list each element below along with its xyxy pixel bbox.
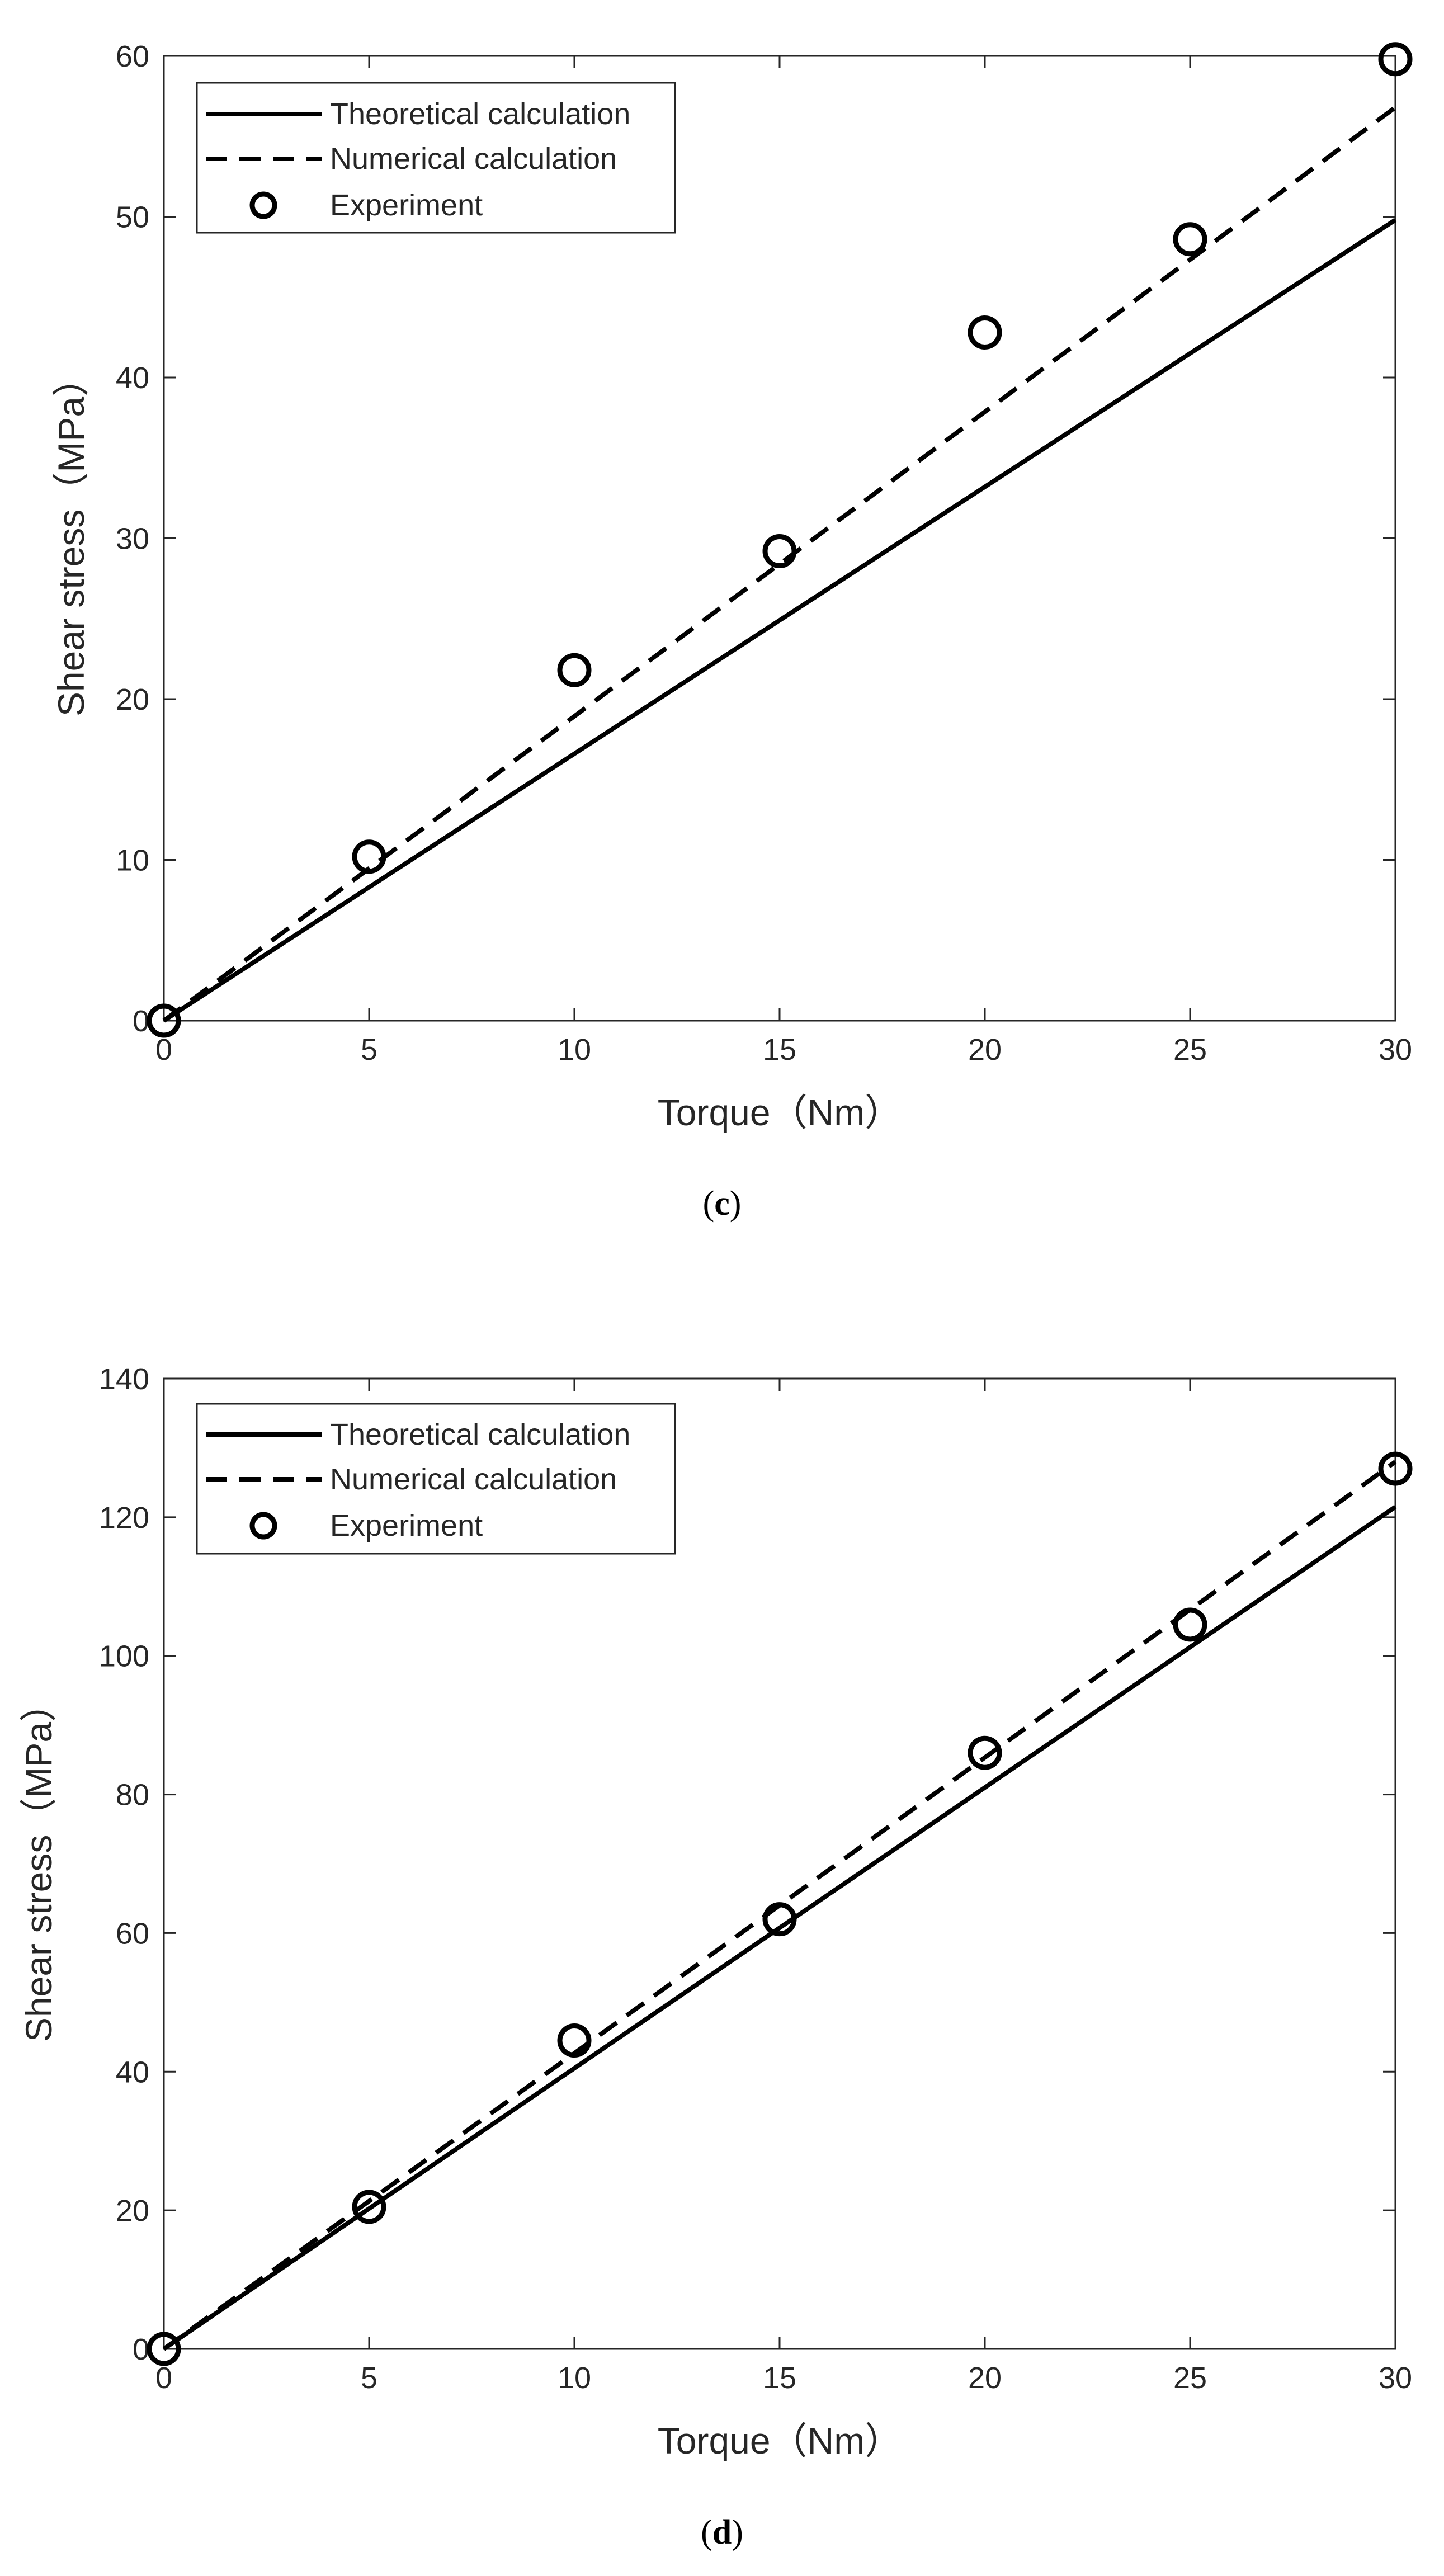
x-tick-labels: 0 5 10 15 20 25 30 xyxy=(155,2361,1412,2395)
experiment-marker xyxy=(968,315,1002,350)
x-tick-label: 5 xyxy=(361,1033,377,1067)
x-axis-title: Torque（Nm） xyxy=(658,1092,902,1133)
x-tick-label: 0 xyxy=(155,2361,172,2395)
y-tick-label: 40 xyxy=(116,2055,149,2089)
x-tick-label: 25 xyxy=(1173,1033,1207,1067)
legend-box xyxy=(196,1403,676,1555)
experiment-marker xyxy=(557,653,592,687)
x-axis-title: Torque（Nm） xyxy=(658,2420,902,2461)
legend-label-theoretical: Theoretical calculation xyxy=(330,1418,630,1451)
legend-label-theoretical: Theoretical calculation xyxy=(330,97,630,131)
legend-marker-sample xyxy=(249,1512,277,1540)
y-tick-label: 40 xyxy=(116,361,149,395)
experiment-marker xyxy=(352,2190,386,2224)
y-tick-label: 80 xyxy=(116,1778,149,1812)
experiment-marker xyxy=(968,1735,1002,1770)
experiment-marker xyxy=(762,1902,797,1937)
x-tick-label: 0 xyxy=(155,1033,172,1067)
legend-label-numerical: Numerical calculation xyxy=(330,1462,617,1496)
y-tick-label: 10 xyxy=(116,844,149,877)
x-tick-label: 10 xyxy=(558,2361,591,2395)
y-tick-label: 60 xyxy=(116,1917,149,1950)
chart-panel-d: 0 5 10 15 20 25 30 0 20 40 60 80 100 120 140 Theoreti… xyxy=(18,1362,1413,2551)
legend-label-experiment: Experiment xyxy=(330,188,483,222)
y-tick-labels: 0 10 20 30 40 50 60 xyxy=(116,40,149,1038)
y-tick-label: 120 xyxy=(99,1501,149,1535)
caption-close-paren: ) xyxy=(730,1185,742,1223)
caption-open-paren: ( xyxy=(701,2513,712,2551)
legend-marker-sample xyxy=(249,191,277,219)
experiment-marker xyxy=(352,839,386,874)
experiment-marker xyxy=(762,534,797,568)
caption-letter: d xyxy=(712,2513,732,2551)
caption-close-paren: ) xyxy=(732,2513,743,2551)
caption-letter: c xyxy=(714,1185,730,1223)
x-tick-label: 20 xyxy=(968,2361,1002,2395)
series-group xyxy=(162,105,1397,1023)
y-tick-label: 20 xyxy=(116,2194,149,2228)
experiment-marker xyxy=(1173,222,1207,257)
x-tick-label: 15 xyxy=(763,2361,796,2395)
x-tick-labels: 0 5 10 15 20 25 30 xyxy=(155,1033,1412,1067)
caption-open-paren: ( xyxy=(703,1185,715,1223)
legend-label-experiment: Experiment xyxy=(330,1509,483,1542)
legend-box xyxy=(196,82,676,234)
y-tick-labels: 0 20 40 60 80 100 120 140 xyxy=(99,1362,149,2366)
experiment-marker xyxy=(1378,1451,1413,1486)
y-tick-label: 0 xyxy=(133,2333,149,2366)
y-tick-label: 100 xyxy=(99,1640,149,1673)
y-axis-title: Shear stress（MPa） xyxy=(18,1685,59,2042)
panel-caption-d: (d) xyxy=(701,2513,743,2551)
x-tick-label: 20 xyxy=(968,1033,1002,1067)
x-tick-label: 25 xyxy=(1173,2361,1207,2395)
experiment-markers xyxy=(147,42,1413,1038)
experiment-marker xyxy=(147,1003,181,1038)
y-tick-label: 60 xyxy=(116,40,149,73)
y-tick-label: 140 xyxy=(99,1362,149,1396)
x-tick-label: 5 xyxy=(361,2361,377,2395)
tick-marks xyxy=(163,55,1396,1022)
numerical-calculation-line xyxy=(162,105,1397,1023)
chart-panel-c: 0 5 10 15 20 25 30 0 10 20 30 40 50 60 Theoretical c… xyxy=(50,40,1413,1223)
experiment-marker xyxy=(1173,1607,1207,1642)
experiment-markers xyxy=(147,1451,1413,2366)
x-tick-label: 10 xyxy=(558,1033,591,1067)
y-tick-label: 30 xyxy=(116,522,149,556)
legend: Theoretical calculation Numerical calcul… xyxy=(196,1403,676,1555)
y-tick-label: 0 xyxy=(133,1004,149,1038)
x-tick-label: 30 xyxy=(1379,2361,1412,2395)
legend-label-numerical: Numerical calculation xyxy=(330,142,617,176)
experiment-marker xyxy=(557,2023,592,2058)
tick-marks xyxy=(163,1377,1396,2350)
experiment-marker xyxy=(1378,42,1413,77)
y-axis-title: Shear stress（MPa） xyxy=(50,360,92,716)
x-tick-label: 30 xyxy=(1379,1033,1412,1067)
legend: Theoretical calculation Numerical calcul… xyxy=(196,82,676,234)
x-tick-label: 15 xyxy=(763,1033,796,1067)
y-tick-label: 20 xyxy=(116,683,149,716)
theoretical-calculation-line xyxy=(162,1504,1397,2351)
panel-caption-c: (c) xyxy=(703,1185,742,1223)
theoretical-calculation-line xyxy=(162,218,1397,1023)
y-tick-label: 50 xyxy=(116,201,149,234)
experiment-marker xyxy=(147,2332,181,2366)
